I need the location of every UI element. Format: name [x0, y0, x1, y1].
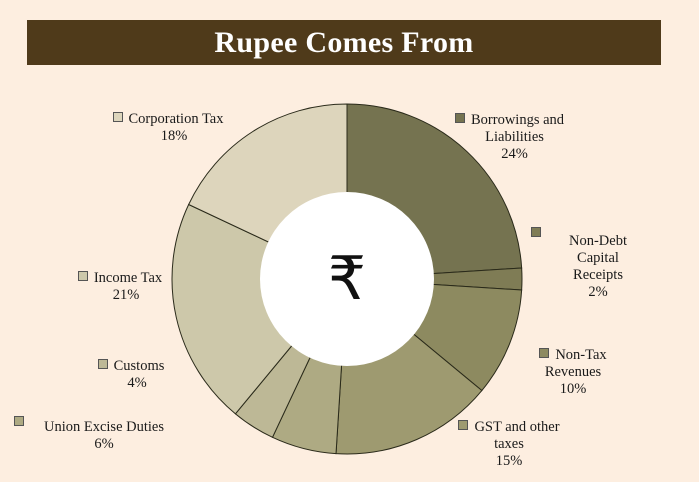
label-pct: 15% [495, 453, 523, 469]
title-bar: Rupee Comes From [27, 20, 661, 65]
label-pct: 21% [112, 287, 140, 303]
legend-swatch [14, 416, 24, 426]
donut-hole [260, 192, 434, 366]
chart-title: Rupee Comes From [214, 25, 474, 59]
label-text: Capital [577, 250, 619, 266]
label-text: Corporation Tax [128, 111, 224, 127]
label-excise: Union Excise Duties 6% [34, 419, 174, 453]
label-pct: 18% [160, 128, 188, 144]
label-text: Income Tax [93, 270, 163, 286]
legend-swatch [97, 359, 108, 369]
legend-swatch [112, 112, 123, 122]
label-nondebt: Non-Debt Capital Receipts 2% [558, 233, 638, 301]
label-pct: 10% [559, 381, 587, 397]
legend-swatch [455, 113, 465, 123]
label-text: Liabilities [485, 129, 544, 145]
label-corporation: Corporation Tax 18% [98, 111, 238, 145]
label-pct: 6% [94, 436, 114, 452]
rupee-symbol: ₹ [328, 244, 366, 314]
label-text: Receipts [573, 267, 623, 283]
slices-group [171, 103, 523, 455]
label-customs: Customs 4% [86, 358, 176, 392]
label-text: Non-Tax [555, 347, 607, 363]
label-excise-swatch-wrap [14, 415, 30, 432]
label-text: GST and other [474, 419, 560, 435]
label-nontax: Non-Tax Revenues 10% [533, 347, 613, 398]
legend-swatch [77, 271, 88, 281]
label-text: Customs [113, 358, 165, 374]
label-text: Non-Debt [569, 233, 627, 249]
label-text: taxes [494, 436, 524, 452]
legend-swatch [531, 227, 541, 237]
label-text: Revenues [544, 364, 602, 380]
label-text: Borrowings and [471, 112, 565, 128]
label-gst: GST and other taxes 15% [449, 419, 569, 470]
label-nondebt-swatch-wrap [531, 226, 547, 243]
legend-swatch [539, 348, 550, 358]
legend-swatch [458, 420, 469, 430]
label-text: Union Excise Duties [43, 419, 164, 435]
label-income: Income Tax 21% [60, 270, 180, 304]
label-borrowings: Borrowings and Liabilities 24% [455, 112, 564, 163]
label-pct: 2% [588, 284, 608, 300]
pie-slice-income-tax [171, 203, 348, 415]
label-pct: 24% [501, 146, 528, 162]
label-pct: 4% [127, 375, 147, 391]
